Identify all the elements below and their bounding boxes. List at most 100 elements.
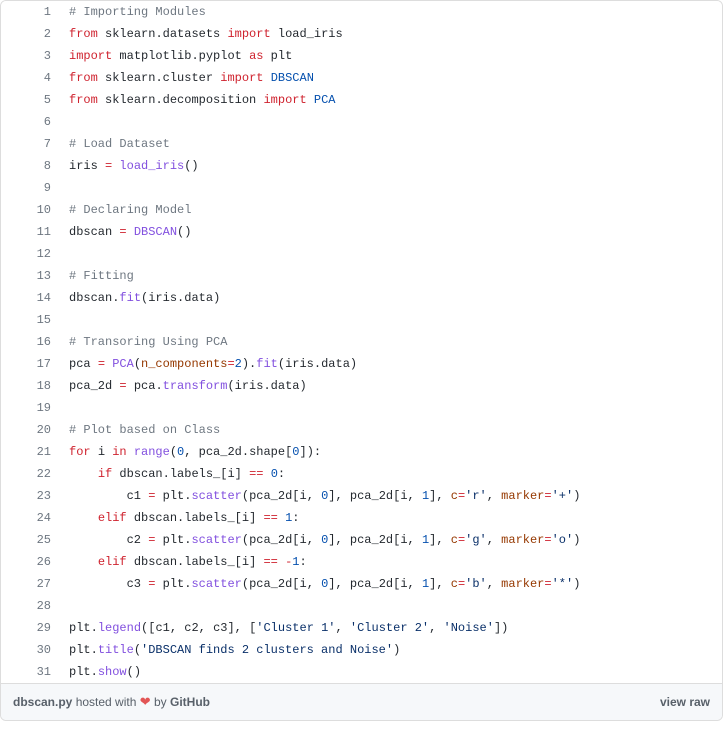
code-cell[interactable]: elif dbscan.labels_[i] == 1: — [61, 507, 722, 529]
code-cell[interactable]: from sklearn.datasets import load_iris — [61, 23, 722, 45]
token: pca — [134, 379, 156, 393]
token: 'Noise' — [444, 621, 494, 635]
token: decomposition — [163, 93, 257, 107]
code-cell[interactable] — [61, 595, 722, 617]
line-number[interactable]: 10 — [1, 199, 61, 221]
token: i — [242, 511, 249, 525]
code-cell[interactable]: # Transoring Using PCA — [61, 331, 722, 353]
line-number[interactable]: 15 — [1, 309, 61, 331]
line-number[interactable]: 23 — [1, 485, 61, 507]
code-cell[interactable]: c1 = plt.scatter(pca_2d[i, 0], pca_2d[i,… — [61, 485, 722, 507]
line-number[interactable]: 25 — [1, 529, 61, 551]
token: [ — [235, 511, 242, 525]
line-number[interactable]: 2 — [1, 23, 61, 45]
line-number[interactable]: 19 — [1, 397, 61, 419]
code-cell[interactable]: elif dbscan.labels_[i] == -1: — [61, 551, 722, 573]
token: pca — [69, 357, 91, 371]
code-cell[interactable]: dbscan.fit(iris.data) — [61, 287, 722, 309]
token — [69, 467, 98, 481]
code-row: 2from sklearn.datasets import load_iris — [1, 23, 722, 45]
line-number[interactable]: 4 — [1, 67, 61, 89]
token: ( — [242, 577, 249, 591]
gist-host-link[interactable]: GitHub — [170, 695, 210, 709]
line-number[interactable]: 16 — [1, 331, 61, 353]
code-cell[interactable]: for i in range(0, pca_2d.shape[0]): — [61, 441, 722, 463]
code-cell[interactable] — [61, 177, 722, 199]
token: ) — [299, 379, 306, 393]
token: load_iris — [119, 159, 184, 173]
token: 'o' — [552, 533, 574, 547]
code-cell[interactable]: iris = load_iris() — [61, 155, 722, 177]
code-cell[interactable]: # Importing Modules — [61, 1, 722, 23]
token: scatter — [191, 577, 241, 591]
token: , — [487, 489, 501, 503]
token: . — [91, 665, 98, 679]
code-row: 22 if dbscan.labels_[i] == 0: — [1, 463, 722, 485]
code-cell[interactable] — [61, 397, 722, 419]
line-number[interactable]: 11 — [1, 221, 61, 243]
token — [91, 445, 98, 459]
code-cell[interactable] — [61, 309, 722, 331]
token: () — [127, 665, 141, 679]
token: iris — [69, 159, 98, 173]
line-number[interactable]: 17 — [1, 353, 61, 375]
token: () — [184, 159, 198, 173]
gist-filename-link[interactable]: dbscan.py — [13, 695, 72, 709]
code-cell[interactable]: plt.show() — [61, 661, 722, 683]
token: dbscan — [134, 511, 177, 525]
line-number[interactable]: 28 — [1, 595, 61, 617]
code-cell[interactable]: pca = PCA(n_components=2).fit(iris.data) — [61, 353, 722, 375]
line-number[interactable]: 9 — [1, 177, 61, 199]
token: shape — [249, 445, 285, 459]
line-number[interactable]: 18 — [1, 375, 61, 397]
line-number[interactable]: 6 — [1, 111, 61, 133]
code-cell[interactable]: from sklearn.cluster import DBSCAN — [61, 67, 722, 89]
line-number[interactable]: 5 — [1, 89, 61, 111]
token: cluster — [163, 71, 213, 85]
line-number[interactable]: 30 — [1, 639, 61, 661]
code-cell[interactable]: from sklearn.decomposition import PCA — [61, 89, 722, 111]
line-number[interactable]: 29 — [1, 617, 61, 639]
token: . — [263, 379, 270, 393]
line-number[interactable]: 12 — [1, 243, 61, 265]
code-cell[interactable]: plt.legend([c1, c2, c3], ['Cluster 1', '… — [61, 617, 722, 639]
line-number[interactable]: 14 — [1, 287, 61, 309]
code-cell[interactable]: dbscan = DBSCAN() — [61, 221, 722, 243]
view-raw-link[interactable]: view raw — [660, 695, 710, 709]
token: # Transoring Using PCA — [69, 335, 227, 349]
line-number[interactable]: 26 — [1, 551, 61, 573]
line-number[interactable]: 8 — [1, 155, 61, 177]
gist-hosted-pre: hosted with — [72, 695, 139, 709]
line-number[interactable]: 31 — [1, 661, 61, 683]
code-cell[interactable] — [61, 243, 722, 265]
token: # Importing Modules — [69, 5, 206, 19]
line-number[interactable]: 13 — [1, 265, 61, 287]
token: ( — [134, 643, 141, 657]
code-cell[interactable]: import matplotlib.pyplot as plt — [61, 45, 722, 67]
code-cell[interactable]: pca_2d = pca.transform(iris.data) — [61, 375, 722, 397]
code-cell[interactable] — [61, 111, 722, 133]
code-cell[interactable]: plt.title('DBSCAN finds 2 clusters and N… — [61, 639, 722, 661]
code-cell[interactable]: # Fitting — [61, 265, 722, 287]
line-number[interactable]: 1 — [1, 1, 61, 23]
line-number[interactable]: 22 — [1, 463, 61, 485]
line-number[interactable]: 24 — [1, 507, 61, 529]
token: as — [249, 49, 263, 63]
code-row: 8iris = load_iris() — [1, 155, 722, 177]
line-number[interactable]: 7 — [1, 133, 61, 155]
code-cell[interactable]: # Load Dataset — [61, 133, 722, 155]
line-number[interactable]: 3 — [1, 45, 61, 67]
line-number[interactable]: 20 — [1, 419, 61, 441]
token — [155, 577, 162, 591]
token: matplotlib — [119, 49, 191, 63]
token: ) — [213, 291, 220, 305]
line-number[interactable]: 27 — [1, 573, 61, 595]
token: . — [155, 93, 162, 107]
code-cell[interactable]: # Plot based on Class — [61, 419, 722, 441]
token: pca_2d — [199, 445, 242, 459]
code-cell[interactable]: # Declaring Model — [61, 199, 722, 221]
line-number[interactable]: 21 — [1, 441, 61, 463]
code-cell[interactable]: c2 = plt.scatter(pca_2d[i, 0], pca_2d[i,… — [61, 529, 722, 551]
code-cell[interactable]: if dbscan.labels_[i] == 0: — [61, 463, 722, 485]
code-cell[interactable]: c3 = plt.scatter(pca_2d[i, 0], pca_2d[i,… — [61, 573, 722, 595]
